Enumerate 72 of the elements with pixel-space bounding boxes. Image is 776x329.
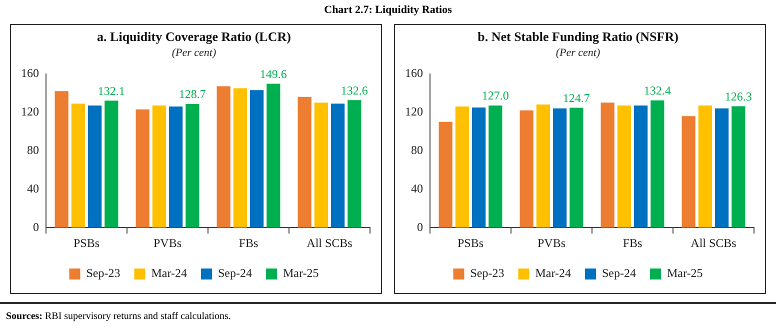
legend-label: Sep-24 xyxy=(602,266,636,280)
bar xyxy=(348,100,362,228)
bar xyxy=(552,108,567,228)
y-tick-label: 40 xyxy=(411,181,423,196)
data-label: 127.0 xyxy=(482,88,509,103)
x-tick-label: PSBs xyxy=(457,236,484,250)
legend-label: Sep-23 xyxy=(86,266,120,280)
bar xyxy=(617,106,632,228)
bar xyxy=(520,110,534,228)
legend-label: Mar-25 xyxy=(666,266,703,280)
source-note: Sources: RBI supervisory returns and staff calculations. xyxy=(6,311,231,322)
bar xyxy=(455,106,470,228)
y-tick-label: 80 xyxy=(411,142,423,157)
y-tick-label: 80 xyxy=(27,142,39,157)
legend-label: Sep-23 xyxy=(470,266,504,280)
bar xyxy=(472,107,486,228)
data-label: 149.6 xyxy=(260,66,287,81)
data-label: 124.7 xyxy=(562,90,590,105)
bar xyxy=(714,108,729,228)
legend-label: Mar-24 xyxy=(151,266,187,280)
legend-label: Mar-25 xyxy=(282,266,319,280)
data-label: 132.4 xyxy=(644,83,671,98)
y-tick-label: 0 xyxy=(33,220,39,234)
data-label: 132.1 xyxy=(98,84,125,98)
y-tick-label: 160 xyxy=(21,66,39,80)
bar xyxy=(136,109,150,228)
x-tick-label: All SCBs xyxy=(306,236,353,250)
bar xyxy=(266,84,280,228)
legend-label: Mar-24 xyxy=(535,266,571,280)
data-label: 126.3 xyxy=(724,89,752,104)
bar xyxy=(298,96,312,228)
chart-subtitle: (Per cent) xyxy=(556,47,600,60)
x-tick-label: FBs xyxy=(622,236,642,250)
bar xyxy=(732,106,746,228)
bar xyxy=(233,88,248,228)
bar xyxy=(216,86,230,228)
legend-label: Sep-24 xyxy=(218,266,252,280)
bar xyxy=(152,106,166,228)
bar xyxy=(168,106,183,228)
bar xyxy=(634,106,648,228)
bar xyxy=(488,106,502,228)
bar xyxy=(314,102,328,228)
y-tick-label: 0 xyxy=(417,220,423,234)
chart-subtitle: (Per cent) xyxy=(172,47,216,60)
bar xyxy=(186,104,200,228)
y-tick-label: 120 xyxy=(405,104,423,118)
bar xyxy=(570,108,584,228)
x-tick-label: PVBs xyxy=(153,236,182,250)
x-tick-label: All SCBs xyxy=(690,236,737,250)
x-tick-label: FBs xyxy=(238,236,258,250)
bar xyxy=(330,104,345,228)
bar xyxy=(54,91,68,228)
chart-title: b. Net Stable Funding Ratio (NSFR) xyxy=(478,29,678,44)
bar xyxy=(698,106,712,228)
data-label: 132.6 xyxy=(340,83,368,98)
y-tick-label: 160 xyxy=(405,66,423,80)
x-tick-label: PSBs xyxy=(73,236,100,250)
y-tick-label: 120 xyxy=(21,104,39,118)
bar xyxy=(88,106,102,228)
bar xyxy=(600,102,614,228)
bar xyxy=(104,100,118,228)
bar xyxy=(71,104,86,228)
bar xyxy=(536,104,550,228)
y-tick-label: 40 xyxy=(27,181,39,196)
bar xyxy=(682,116,696,228)
chart-title: a. Liquidity Coverage Ratio (LCR) xyxy=(97,29,291,44)
bar xyxy=(250,90,264,228)
data-label: 128.7 xyxy=(178,87,206,102)
bar xyxy=(438,122,452,228)
bar xyxy=(650,100,664,228)
caption: Chart 2.7: Liquidity Ratios xyxy=(323,4,453,16)
x-tick-label: PVBs xyxy=(537,236,566,250)
